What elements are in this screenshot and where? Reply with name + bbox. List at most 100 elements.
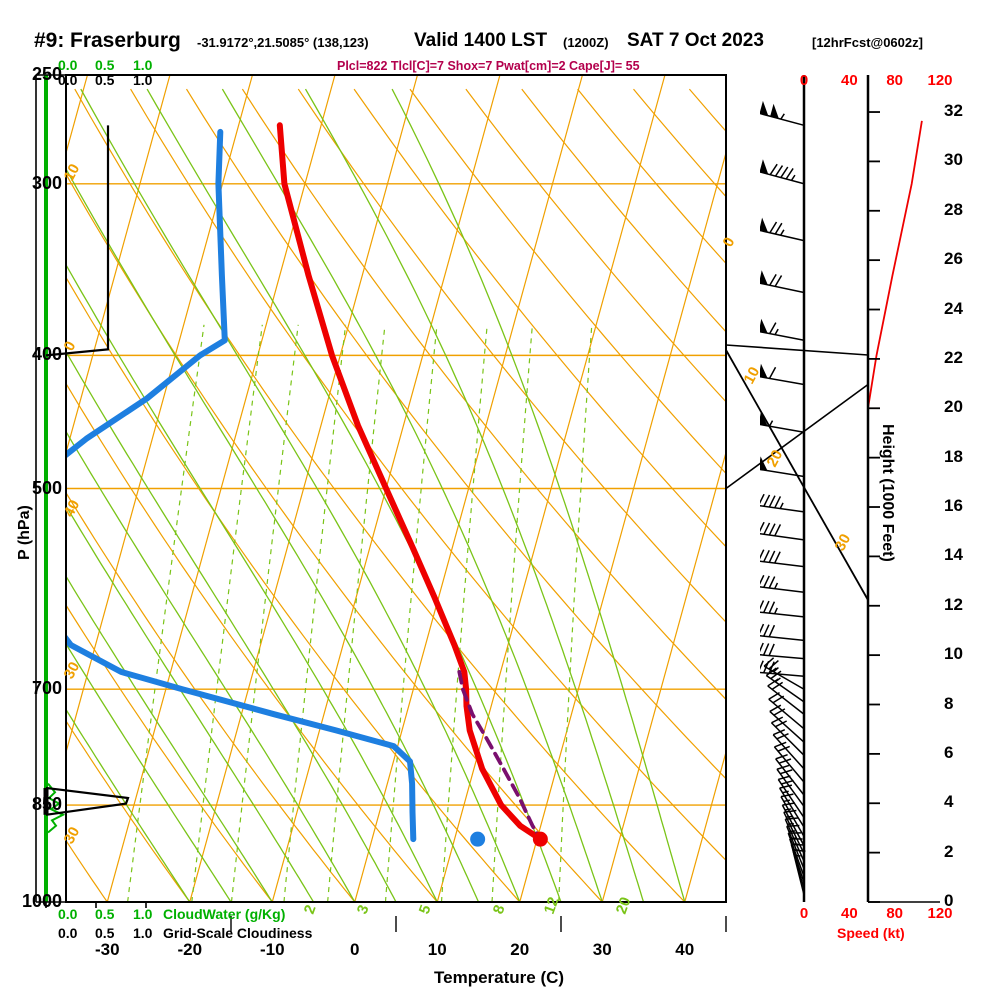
height-tick: 28	[944, 199, 963, 219]
cloudiness-tick-0: 0.0	[58, 72, 78, 88]
temperature-tick: 20	[510, 940, 530, 959]
station-id: #9:	[34, 29, 65, 52]
cloudwater-tick-b0: 0.0	[58, 906, 78, 922]
wind-barb	[773, 741, 805, 783]
pressure-tick: 400	[31, 344, 62, 365]
height-tick: 20	[944, 397, 963, 417]
wind-barb	[760, 411, 805, 433]
speed-tick: 40	[840, 905, 858, 922]
height-tick: 24	[944, 298, 963, 318]
wind-barb	[760, 363, 805, 386]
pressure-tick: 500	[31, 477, 62, 498]
wind-barb	[776, 764, 805, 807]
station-coords: -31.9172°,21.5085° (138,123)	[197, 35, 369, 50]
valid-time-utc: (1200Z)	[563, 35, 609, 50]
wind-barb	[770, 716, 805, 756]
wind-barb	[760, 270, 805, 294]
grid-label: 30	[832, 531, 855, 554]
temperature-tick: -30	[94, 940, 120, 959]
speed-axis-label: Speed (kt)	[837, 925, 905, 941]
forecast-tag: [12hrFcst@0602z]	[812, 35, 923, 50]
height-tick: 0	[944, 891, 954, 910]
wind-barb	[760, 217, 805, 242]
speed-tick: 120	[927, 72, 953, 89]
height-tick: 2	[944, 841, 954, 861]
height-tick: 4	[944, 792, 954, 812]
temperature-tick: -20	[177, 940, 203, 959]
surface-dewpoint-marker	[470, 831, 486, 847]
grid-label: 12	[541, 895, 563, 916]
wind-barb	[767, 678, 805, 715]
wind-barb	[760, 642, 805, 660]
cloudwater-tick-1: 0.5	[95, 57, 115, 73]
wind-barb	[760, 159, 805, 185]
grid-label: 10	[61, 161, 84, 184]
cloudwater-legend-label: CloudWater (g/Kg)	[163, 906, 286, 922]
speed-tick: 40	[840, 72, 858, 89]
height-tick: 6	[944, 742, 954, 762]
cloudiness-tick-b1: 0.5	[95, 925, 115, 941]
wind-barb	[769, 704, 805, 743]
grid-label: 0	[61, 339, 80, 354]
height-tick: 18	[944, 446, 963, 466]
height-tick: 8	[944, 693, 954, 713]
cloudiness-tick-1: 0.5	[95, 72, 115, 88]
height-tick: 12	[944, 594, 963, 614]
height-tick: 22	[944, 347, 963, 367]
wind-barb	[768, 691, 805, 730]
wind-barb	[778, 784, 805, 828]
wind-barb	[775, 753, 805, 796]
cloudiness-lower-layer	[45, 786, 130, 816]
speed-tick: 80	[886, 905, 903, 922]
temperature-tick: 10	[427, 940, 447, 959]
wind-barb	[763, 657, 805, 690]
grid-label: 8	[490, 903, 509, 917]
temperature-tick: -10	[259, 940, 285, 959]
pressure-tick: 1000	[21, 891, 62, 911]
stability-indices: Plcl=822 Tlcl[C]=7 Shox=7 Pwat[cm]=2 Cap…	[337, 59, 640, 73]
height-tick: 30	[944, 150, 963, 170]
grid-label: 20	[764, 447, 787, 470]
wind-barb	[760, 574, 805, 594]
wind-barb	[760, 318, 805, 342]
height-tick: 10	[944, 644, 963, 664]
wind-barb	[777, 775, 805, 818]
pressure-tick: 850	[31, 794, 62, 815]
cloudiness-tick-2: 1.0	[133, 72, 153, 88]
speed-tick: 80	[886, 72, 903, 89]
grid-label: 5	[416, 903, 435, 917]
grid-label: 0	[720, 235, 739, 250]
series-parcel-line	[457, 670, 543, 841]
height-tick: 14	[944, 545, 963, 565]
cloudiness-tick-b2: 1.0	[133, 925, 153, 941]
wind-barb	[760, 493, 805, 513]
pressure-tick: 250	[31, 64, 62, 84]
temperature-tick: 30	[592, 940, 612, 959]
temperature-axis-label: Temperature (C)	[434, 968, 565, 987]
height-tick: 32	[944, 101, 963, 121]
height-axis-label: Height (1000 Feet)	[879, 424, 896, 562]
pressure-tick: 300	[31, 172, 62, 193]
speed-tick: 120	[927, 905, 953, 922]
valid-time: Valid 1400 LST	[414, 30, 548, 51]
cloudiness-tick-b0: 0.0	[58, 925, 78, 941]
valid-date: SAT 7 Oct 2023	[627, 30, 764, 51]
station-name: Fraserburg	[70, 29, 181, 52]
wind-barb	[760, 660, 805, 678]
height-tick: 16	[944, 496, 963, 515]
series-temperature-line	[276, 122, 544, 843]
wind-barb	[760, 549, 805, 568]
wind-barb	[760, 623, 805, 642]
grid-label: 10	[741, 364, 764, 387]
wind-speed-profile	[868, 120, 923, 414]
wind-barb	[760, 600, 805, 618]
speed-tick: 0	[799, 72, 809, 89]
pressure-tick: 700	[31, 678, 62, 699]
height-tick: 26	[944, 249, 963, 269]
grid-label: 40	[61, 497, 84, 520]
grid-label: 3	[354, 903, 373, 917]
cloudwater-tick-b2: 1.0	[133, 906, 153, 922]
grid-label: 30	[61, 824, 84, 847]
cloudiness-legend-label: Grid-Scale Cloudiness	[163, 925, 313, 941]
